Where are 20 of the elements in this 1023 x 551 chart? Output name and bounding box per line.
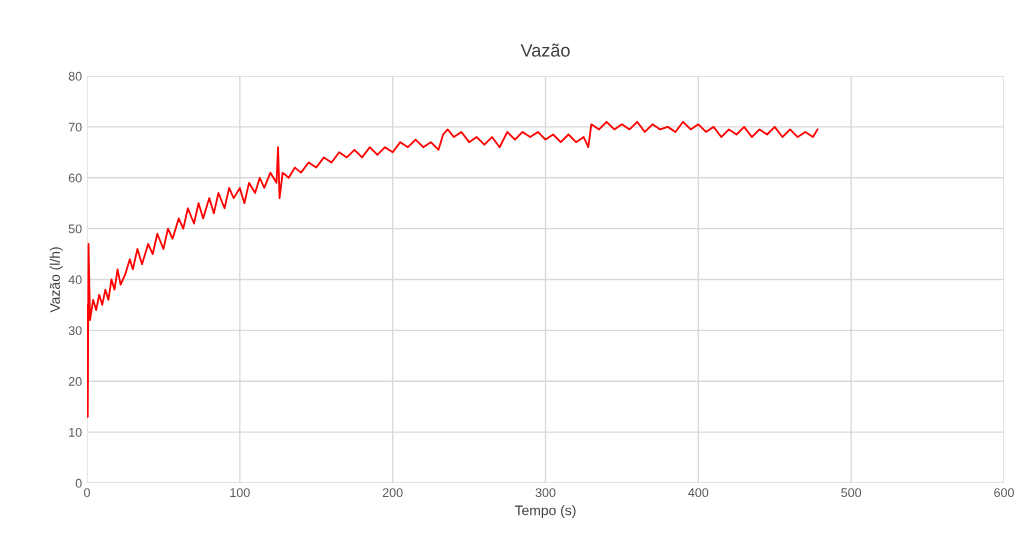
chart-title: Vazão [520, 43, 570, 57]
y-tick-label: 30 [68, 326, 82, 336]
y-tick-label: 60 [68, 173, 82, 183]
y-tick-label: 10 [69, 427, 82, 437]
line-series [87, 120, 819, 418]
x-tick-label: 200 [382, 488, 403, 498]
x-tick-label: 400 [688, 488, 709, 498]
y-tick-label: 0 [75, 478, 82, 488]
x-tick-label: 0 [84, 488, 90, 498]
x-tick-label: 500 [841, 488, 862, 498]
y-tick-label: 20 [68, 377, 82, 386]
y-tick-label: 80 [68, 71, 82, 81]
y-tick-label: 50 [68, 224, 82, 234]
x-tick-label: 300 [535, 488, 556, 498]
y-tick-label: 70 [68, 122, 82, 132]
y-axis-title: Vazão (l/h) [49, 247, 63, 313]
x-axis-title: Tempo (s) [514, 505, 576, 519]
x-tick-label: 600 [994, 488, 1014, 498]
y-tick-label: 40 [68, 275, 82, 285]
x-tick-label: 100 [230, 488, 250, 498]
